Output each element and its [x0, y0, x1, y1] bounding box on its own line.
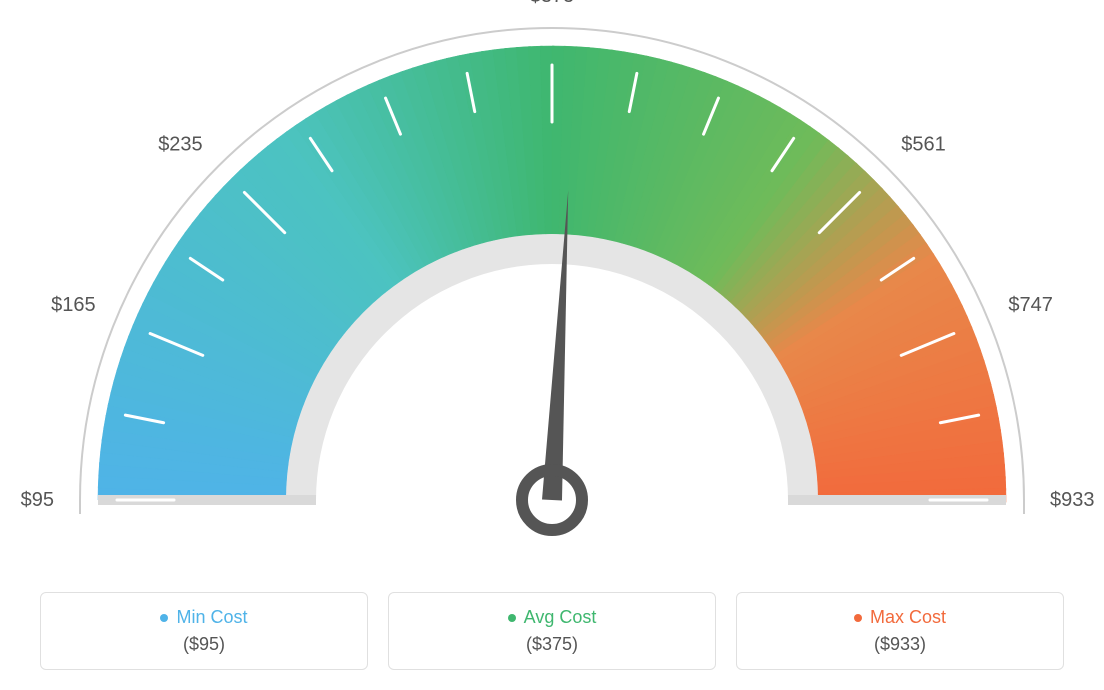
legend-min-label: Min Cost — [176, 607, 247, 628]
legend-min-title: Min Cost — [160, 607, 247, 628]
legend-avg-value: ($375) — [389, 634, 715, 655]
gauge-area: $95 $165 $235 $375 $561 $747 $933 — [0, 0, 1104, 560]
legend-max-label: Max Cost — [870, 607, 946, 628]
tick-label: $95 — [21, 489, 54, 511]
gauge-svg: $95 $165 $235 $375 $561 $747 $933 — [0, 0, 1104, 560]
tick-label: $235 — [158, 134, 203, 156]
legend-min-dot — [160, 614, 168, 622]
tick-label: $375 — [530, 0, 575, 7]
legend-max-title: Max Cost — [854, 607, 946, 628]
tick-label: $561 — [901, 134, 946, 156]
legend-min-value: ($95) — [41, 634, 367, 655]
legend-row: Min Cost ($95) Avg Cost ($375) Max Cost … — [40, 592, 1064, 670]
legend-avg-label: Avg Cost — [524, 607, 597, 628]
legend-avg-dot — [508, 614, 516, 622]
tick-label: $165 — [51, 294, 96, 316]
legend-min: Min Cost ($95) — [40, 592, 368, 670]
legend-avg: Avg Cost ($375) — [388, 592, 716, 670]
legend-max-dot — [854, 614, 862, 622]
tick-label: $747 — [1008, 294, 1053, 316]
legend-max: Max Cost ($933) — [736, 592, 1064, 670]
legend-avg-title: Avg Cost — [508, 607, 597, 628]
legend-max-value: ($933) — [737, 634, 1063, 655]
cost-gauge-chart: $95 $165 $235 $375 $561 $747 $933 Min Cost ($9… — [0, 0, 1104, 690]
tick-label: $933 — [1050, 489, 1095, 511]
